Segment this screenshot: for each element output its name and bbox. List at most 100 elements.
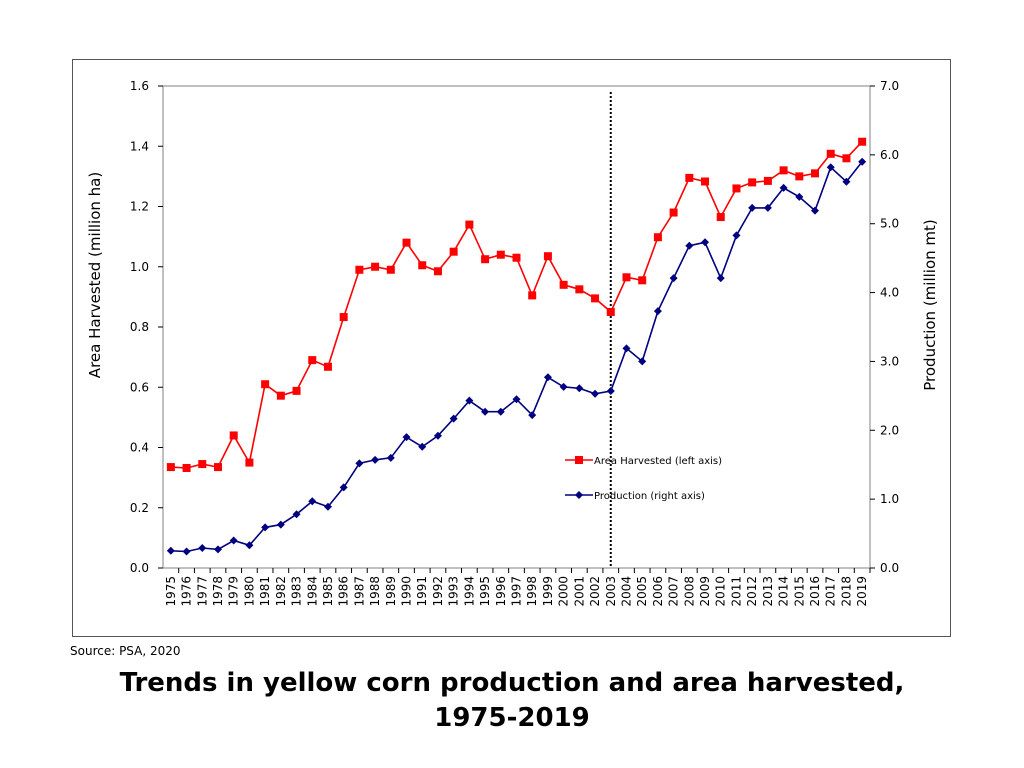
legend-marker <box>575 491 583 499</box>
x-axis-tick-label: 2013 <box>761 576 775 607</box>
x-axis-tick-label: 2011 <box>729 576 743 607</box>
data-point <box>496 407 505 416</box>
data-point <box>166 546 175 555</box>
left-axis-tick-label: 1.2 <box>130 200 149 214</box>
data-point <box>638 357 647 366</box>
data-point <box>606 307 615 316</box>
data-point <box>433 431 442 440</box>
data-point <box>559 280 568 289</box>
data-point <box>418 442 427 451</box>
dual-axis-line-chart: 0.0 0.2 0.4 0.6 0.8 1.0 1.2 1.4 1.6 0.0 1.0 2.0 3.0 4… <box>86 79 939 607</box>
data-point <box>606 387 615 396</box>
data-point <box>669 208 678 217</box>
data-point <box>433 267 442 276</box>
data-point <box>402 238 411 247</box>
right-axis-tick-label: 0.0 <box>880 561 899 575</box>
x-axis-tick-label: 1990 <box>400 576 414 607</box>
data-point <box>528 291 537 300</box>
data-point <box>213 545 222 554</box>
data-point <box>575 285 584 294</box>
data-point <box>182 463 191 472</box>
data-point <box>261 380 270 389</box>
data-point <box>371 262 380 271</box>
left-axis-tick-label: 0.6 <box>130 380 149 394</box>
x-axis-tick-label: 1979 <box>227 576 241 607</box>
data-point <box>543 252 552 261</box>
x-axis-tick-label: 2016 <box>808 576 822 607</box>
data-point <box>465 220 474 229</box>
x-axis-tick-label: 1997 <box>510 576 524 607</box>
x-axis-tick-label: 1980 <box>242 576 256 607</box>
chart-frame: 0.0 0.2 0.4 0.6 0.8 1.0 1.2 1.4 1.6 0.0 1.0 2.0 3.0 4… <box>72 59 951 637</box>
right-axis-tick-label: 5.0 <box>880 217 899 231</box>
data-point <box>276 520 285 529</box>
data-point <box>559 382 568 391</box>
data-point <box>528 411 537 420</box>
data-point <box>386 265 395 274</box>
left-axis-tick-label: 0.8 <box>130 320 149 334</box>
data-point <box>449 414 458 423</box>
data-point <box>418 261 427 270</box>
x-axis-tick-label: 2004 <box>619 576 633 607</box>
data-point <box>795 192 804 201</box>
data-point <box>732 184 741 193</box>
data-point <box>512 395 521 404</box>
left-axis-tick-label: 1.4 <box>130 139 149 153</box>
data-point <box>653 307 662 316</box>
x-axis-tick-label: 1987 <box>352 576 366 607</box>
data-point <box>622 273 631 282</box>
data-point <box>748 178 757 187</box>
left-axis-tick-label: 1.0 <box>130 260 149 274</box>
left-axis-tick-label: 0.2 <box>130 501 149 515</box>
x-axis-tick-label: 1992 <box>431 576 445 607</box>
x-axis-tick-label: 1995 <box>478 576 492 607</box>
x-axis-tick-label: 2003 <box>604 576 618 607</box>
data-point <box>811 206 820 215</box>
data-point <box>276 391 285 400</box>
data-point <box>842 154 851 163</box>
data-point <box>245 541 254 550</box>
data-point <box>481 255 490 264</box>
data-point <box>166 463 175 472</box>
x-axis-tick-label: 1988 <box>368 576 382 607</box>
x-axis-tick-label: 1981 <box>258 576 272 607</box>
data-point <box>229 431 238 440</box>
x-axis-tick-label: 1975 <box>164 576 178 607</box>
x-axis-tick-label: 2010 <box>714 576 728 607</box>
data-point <box>449 247 458 256</box>
data-point <box>858 137 867 146</box>
data-point <box>591 389 600 398</box>
data-point <box>198 460 207 469</box>
data-point <box>622 344 631 353</box>
series-line <box>170 161 863 553</box>
data-point <box>496 250 505 259</box>
data-point <box>402 433 411 442</box>
left-axis-tick-label: 1.6 <box>130 79 149 93</box>
data-point <box>779 183 788 192</box>
legend-label: Production (right axis) <box>594 491 705 502</box>
left-axis-title: Area Harvested (million ha) <box>86 172 104 378</box>
data-point <box>763 176 772 185</box>
caption-line-1: Trends in yellow corn production and are… <box>119 668 905 698</box>
right-axis-tick-label: 6.0 <box>880 148 899 162</box>
data-point <box>701 238 710 247</box>
data-point <box>842 177 851 186</box>
data-point <box>308 497 317 506</box>
x-axis-tick-label: 2017 <box>824 576 838 607</box>
data-point <box>716 274 725 283</box>
data-point <box>716 213 725 222</box>
data-point <box>481 407 490 416</box>
x-axis-tick-label: 2018 <box>839 576 853 607</box>
data-point <box>858 157 867 166</box>
x-axis-tick-label: 2000 <box>557 576 571 607</box>
data-point <box>826 149 835 158</box>
right-axis-tick-label: 2.0 <box>880 423 899 437</box>
x-axis-tick-label: 2005 <box>635 576 649 607</box>
x-axis-tick-label: 1999 <box>541 576 555 607</box>
data-point <box>701 177 710 186</box>
data-point <box>198 544 207 553</box>
data-point <box>386 453 395 462</box>
data-point <box>292 510 301 519</box>
data-point <box>182 547 191 556</box>
x-axis-tick-label: 1998 <box>525 576 539 607</box>
